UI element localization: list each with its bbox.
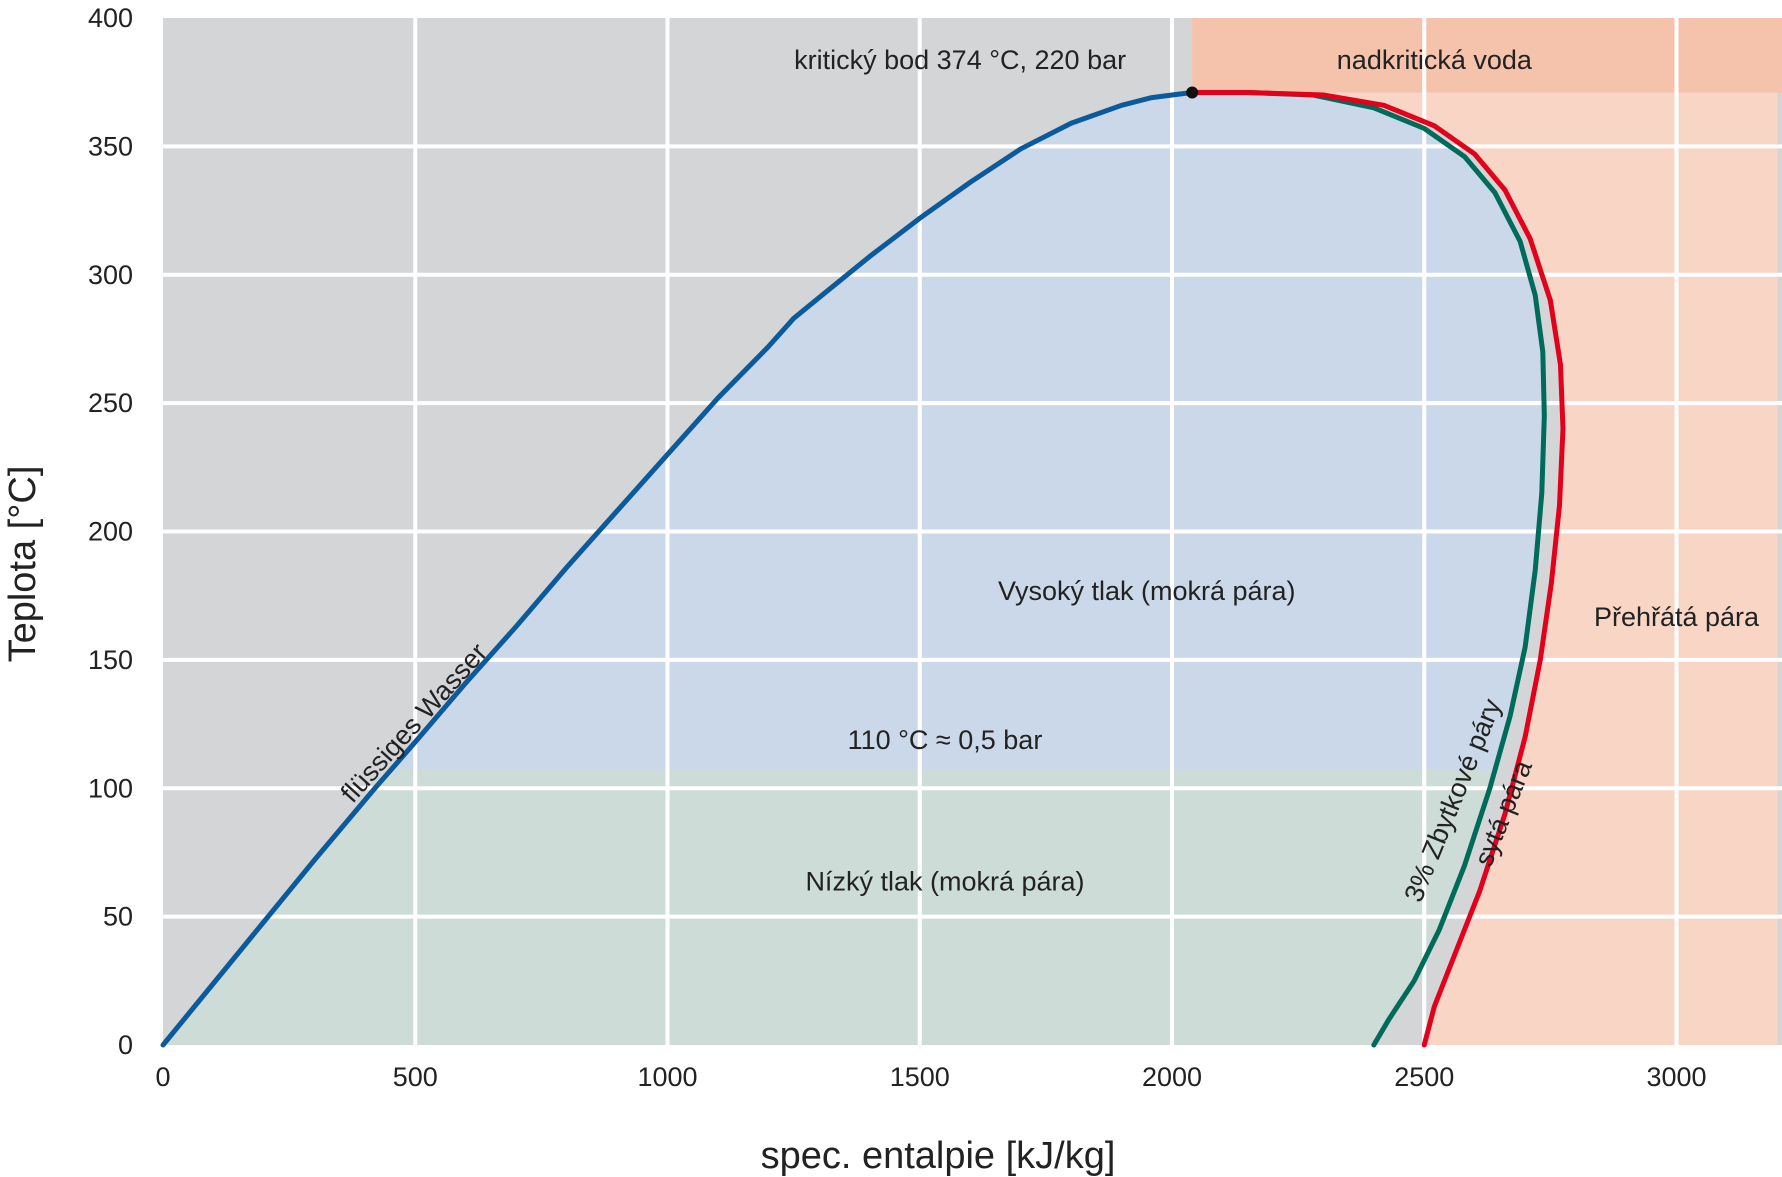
annotation-label: nadkritická voda xyxy=(1337,45,1533,75)
region-low-pressure xyxy=(163,770,1495,1045)
y-tick-label: 100 xyxy=(88,773,133,803)
series-line xyxy=(1189,89,1566,1048)
x-tick-label: 2000 xyxy=(1142,1062,1202,1092)
y-tick-label: 400 xyxy=(88,3,133,33)
tick-labels: 0 500 1000 1500 2000 2500 3000 0 50 100 150 200 250 3… xyxy=(88,3,1707,1092)
x-axis-label: spec. entalpie [kJ/kg] xyxy=(761,1135,1116,1177)
y-tick-label: 250 xyxy=(88,388,133,418)
x-tick-label: 1500 xyxy=(890,1062,950,1092)
y-tick-label: 350 xyxy=(88,131,133,161)
x-tick-label: 0 xyxy=(155,1062,170,1092)
annotation-label: 110 °C ≈ 0,5 bar xyxy=(848,725,1043,755)
x-tick-label: 3000 xyxy=(1646,1062,1706,1092)
x-tick-label: 500 xyxy=(393,1062,438,1092)
series-layer xyxy=(160,86,1566,1048)
y-tick-label: 300 xyxy=(88,260,133,290)
annotation-label: Vysoký tlak (mokrá pára) xyxy=(998,576,1296,606)
y-tick-label: 0 xyxy=(118,1030,133,1060)
series-line xyxy=(160,89,1195,1048)
series-line xyxy=(1189,89,1547,1048)
annotation-label: Přehřátá pára xyxy=(1594,602,1760,632)
annotation-label: kritický bod 374 °C, 220 bar xyxy=(794,45,1126,75)
x-tick-label: 1000 xyxy=(637,1062,697,1092)
y-tick-label: 150 xyxy=(88,645,133,675)
region-supercritical-water xyxy=(1192,18,1782,93)
critical-point-marker xyxy=(1186,86,1199,99)
y-tick-label: 200 xyxy=(88,517,133,547)
x-tick-label: 2500 xyxy=(1394,1062,1454,1092)
annotation-label: Nízký tlak (mokrá pára) xyxy=(805,866,1084,896)
y-tick-label: 50 xyxy=(103,902,133,932)
y-axis-label: Teplota [°C] xyxy=(2,466,44,663)
